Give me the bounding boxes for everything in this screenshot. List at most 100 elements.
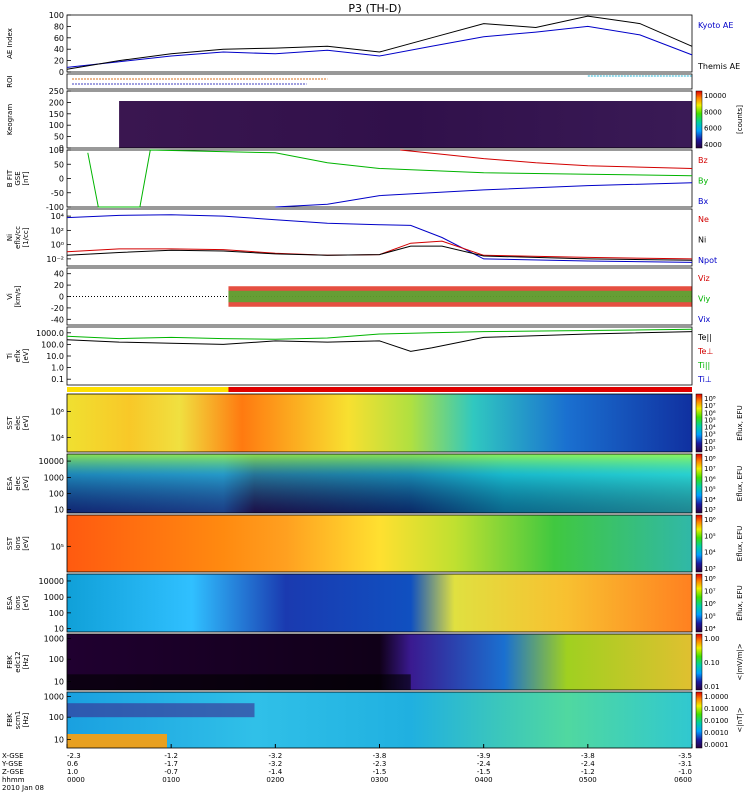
y-tick-label: 80 [54, 22, 64, 31]
x-tick-label: -2.4 [477, 760, 491, 768]
colorbar-label: <|nT|> [736, 707, 744, 732]
colorbar-tick-label: 10⁷ [704, 465, 716, 473]
y-tick-label: 10⁴ [51, 212, 64, 221]
series-te- [66, 331, 693, 352]
y-tick-label: 20 [54, 281, 64, 290]
x-tick-label: -3.5 [678, 752, 692, 760]
colorbar-tick-label: 10⁸ [704, 395, 716, 403]
panel-fbk_b: FBK scm1 [Hz] 1000 100 10 1.0000 0.1000 0.0100 0.… [6, 691, 744, 749]
y-axis-label: elec [14, 416, 22, 431]
legend-entry: Vix [698, 315, 711, 324]
x-tick-label: -3.2 [268, 760, 282, 768]
series-npot [66, 214, 693, 263]
x-tick-label: -2.3 [67, 752, 81, 760]
colorbar-tick-label: 0.0001 [704, 741, 729, 749]
colorbar-tick-label: 10⁶ [704, 516, 716, 524]
y-tick-label: 1.0 [51, 364, 64, 373]
colorbar [695, 514, 703, 573]
panel-frame [66, 633, 693, 691]
y-axis-label: Vi [6, 293, 14, 300]
panel-frame [66, 514, 693, 573]
legend-entry: Bz [698, 156, 708, 165]
legend-entry: Te⊥ [697, 347, 713, 356]
colorbar [695, 573, 703, 633]
panel-ae: AE Index 100 80 60 40 20 0 Kyoto AE Themis AE [6, 11, 740, 77]
x-tick-label: -1.2 [164, 752, 178, 760]
y-axis-label: SST [6, 416, 14, 430]
colorbar-tick-label: 1.0000 [704, 693, 729, 701]
y-tick-label: -50 [51, 189, 64, 198]
x-tick-label: 0400 [475, 776, 493, 784]
legend-entry: Te|| [697, 333, 712, 342]
panel-fbk_e: FBK edc12 [Hz] 1000 100 10 1.00 0.10 0.01 <|mV/m|… [6, 633, 744, 691]
y-tick-label: 10 [54, 625, 64, 634]
y-tick-label: 60 [54, 34, 64, 43]
y-axis-label: [eV] [22, 595, 30, 610]
x-row-label: Z-GSE [2, 768, 24, 776]
y-axis-label: ROI [6, 75, 14, 87]
x-row-label: X-GSE [2, 752, 24, 760]
x-row-label: 2010 Jan 08 [2, 784, 44, 792]
panel-frame [66, 573, 693, 633]
panel-frame [66, 393, 693, 453]
spectrogram-esa_i [67, 574, 692, 632]
panel-frame [66, 149, 693, 208]
x-tick-label: -3.1 [678, 760, 692, 768]
legend-entry: Ti⊥ [697, 375, 712, 384]
colorbar [695, 691, 703, 749]
y-tick-label: 100 [49, 121, 64, 130]
panel-sst_e: SST elec [eV]10⁶10⁴10⁸10⁷10⁶10⁵10⁴10³10²10… [6, 393, 744, 453]
series-bx [275, 182, 693, 208]
colorbar-tick-label: 10⁶ [704, 600, 716, 608]
colorbar [695, 633, 703, 691]
plot-title: P3 (TH-D) [348, 2, 401, 15]
colorbar-tick-label: 10⁶ [704, 409, 716, 417]
y-tick-label: 10 [54, 505, 64, 514]
panel-frame [66, 73, 693, 90]
colorbar-tick-label: 10¹ [704, 445, 716, 453]
panel-roi: ROI [6, 73, 693, 90]
spectrogram-fbk_b [67, 692, 692, 748]
y-axis-label: [nT] [22, 171, 30, 185]
legend-entry: Viy [698, 295, 711, 304]
colorbar-tick-label: 4000 [704, 141, 722, 149]
spectrogram-sst_i [67, 515, 692, 572]
legend-entry: Npot [698, 256, 717, 265]
y-axis-label: ions [14, 536, 22, 551]
legend-entry: Kyoto AE [698, 21, 733, 30]
y-axis-label: Keogram [6, 104, 14, 135]
y-axis-label: [Hz] [22, 655, 30, 670]
panel-frame [66, 14, 693, 73]
x-tick-label: 0500 [579, 776, 597, 784]
panel-ti: Ti eflx [eV] 1000.0 100.0 10.0 1.0 0.1 Te|| Te⊥ Ti… [6, 326, 713, 386]
y-tick-label: 100 [49, 146, 64, 155]
y-tick-label: -20 [51, 304, 64, 313]
colorbar-label: Eflux, EFU [736, 526, 744, 561]
x-tick-label: -1.4 [268, 768, 282, 776]
colorbar-tick-label: 10⁴ [704, 424, 716, 432]
colorbar-tick-label: 6000 [704, 125, 722, 133]
legend-entry: Ni [698, 236, 706, 245]
y-tick-label: 40 [54, 270, 64, 279]
colorbar-label: <|mV/m|> [736, 643, 744, 680]
colorbar-tick-label: 10⁸ [704, 575, 716, 583]
series-ne [66, 240, 693, 260]
x-tick-label: -1.5 [477, 768, 491, 776]
y-tick-label: 10² [51, 226, 64, 235]
y-axis-label: SST [6, 536, 14, 550]
colorbar-tick-label: 0.10 [704, 659, 720, 667]
y-tick-label: 50 [54, 133, 64, 142]
y-tick-label: -40 [51, 315, 64, 324]
panel-vi: Vi [km/s] 40 20 0 -20 -40 Viz Viy Vix [6, 267, 711, 326]
y-tick-label: 10 [54, 736, 64, 745]
panel-frame [66, 326, 693, 386]
colorbar-tick-label: 10² [704, 438, 716, 446]
y-axis-label: Ni [6, 234, 14, 241]
series-by [87, 149, 693, 208]
colorbar-tick-label: 0.1000 [704, 705, 729, 713]
colorbar [695, 393, 703, 453]
y-tick-label: 20 [54, 57, 64, 66]
y-tick-label: 10⁻² [46, 255, 64, 264]
y-tick-label: 100.0 [41, 340, 64, 349]
spectrogram-sst_e [67, 394, 692, 452]
